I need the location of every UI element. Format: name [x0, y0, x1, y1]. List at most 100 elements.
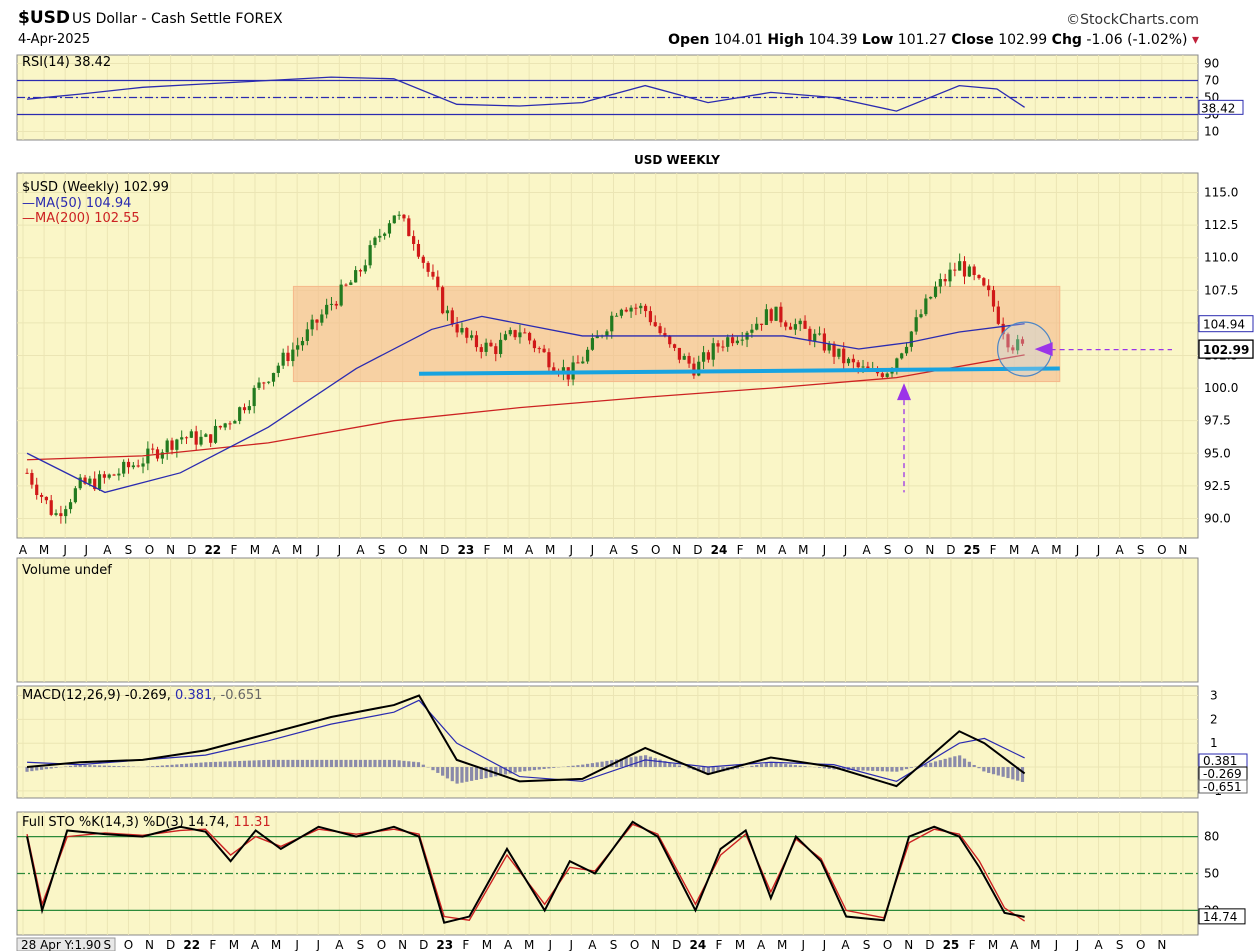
x-tick-label: A	[272, 543, 281, 557]
candle-body	[513, 330, 517, 338]
candle-body	[363, 265, 367, 272]
candle-body	[885, 373, 889, 377]
candle-body	[484, 342, 488, 352]
x-tick-label: J	[590, 543, 595, 557]
close-value: 102.99	[998, 32, 1048, 48]
candle-body	[349, 282, 353, 285]
x-tick-label: A	[1116, 543, 1125, 557]
x-tick-label: 25	[964, 543, 981, 557]
macd-histogram-bar	[122, 766, 126, 768]
x-tick-label: S	[884, 543, 892, 557]
macd-value-label: 0.381	[1203, 754, 1237, 768]
macd-histogram-bar	[658, 759, 662, 768]
candle-body	[962, 261, 967, 277]
candle-body	[407, 218, 411, 237]
candle-body	[25, 472, 29, 474]
macd-histogram-bar	[441, 767, 445, 776]
candle-body	[716, 343, 720, 347]
candle-body	[460, 328, 464, 333]
macd-histogram-bar	[484, 767, 488, 779]
macd-histogram-bar	[397, 760, 401, 768]
macd-histogram-bar	[151, 766, 155, 768]
candle-body	[793, 324, 797, 330]
candle-body	[146, 448, 150, 464]
x-tick-label: M	[503, 543, 513, 557]
bottom-x-tick-label: J	[547, 938, 552, 951]
candle-body	[228, 423, 232, 425]
macd-histogram-bar	[581, 764, 585, 768]
bottom-date-box	[16, 937, 116, 951]
candle-body	[112, 474, 116, 476]
macd-histogram-bar	[962, 758, 967, 768]
x-tick-label: M	[39, 543, 49, 557]
candle-body	[581, 361, 585, 364]
macd-histogram-bar	[648, 756, 653, 768]
macd-histogram-bar	[880, 767, 884, 772]
macd-histogram-bar	[325, 759, 329, 768]
macd-histogram-bar	[605, 760, 609, 768]
x-tick-label: S	[378, 543, 386, 557]
candle-body	[450, 310, 454, 325]
x-tick-label: S	[631, 543, 639, 557]
candle-body	[204, 434, 208, 437]
panel-vol	[16, 557, 1199, 683]
macd-histogram-bar	[209, 762, 213, 768]
macd-histogram-bar	[189, 763, 193, 768]
macd-histogram-bar	[291, 759, 295, 768]
candle-body	[465, 328, 469, 338]
macd-histogram-bar	[566, 766, 570, 768]
macd-histogram-bar	[271, 759, 276, 768]
macd-histogram-bar	[904, 767, 909, 770]
macd-histogram-bar	[460, 767, 464, 783]
candle-body	[44, 496, 48, 501]
price-tick-label: 97.5	[1204, 414, 1231, 428]
macd-histogram-bar	[68, 765, 73, 768]
candle-body	[88, 478, 92, 484]
rsi-tick-label: 70	[1204, 74, 1219, 88]
candle-body	[938, 279, 942, 287]
macd-histogram-bar	[102, 765, 106, 768]
candle-body	[247, 406, 251, 411]
candle-body	[764, 309, 768, 325]
price-tick-label: 107.5	[1204, 283, 1238, 297]
candle-body	[358, 270, 363, 272]
macd-histogram-bar	[286, 759, 290, 768]
macd-histogram-bar	[421, 764, 425, 768]
x-tick-label: M	[292, 543, 302, 557]
candle-body	[59, 513, 63, 517]
bottom-x-tick-label: F	[969, 938, 976, 951]
macd-histogram-bar	[788, 764, 793, 768]
bottom-x-tick-label: S	[1116, 938, 1124, 951]
macd-histogram-bar	[750, 765, 754, 768]
bottom-x-tick-label: A	[588, 938, 597, 951]
candle-body	[257, 382, 261, 388]
macd-histogram-bar	[97, 765, 102, 768]
macd-histogram-bar	[967, 761, 971, 768]
brand-logo[interactable]: ©StockCharts.com	[1066, 12, 1199, 28]
macd-histogram-bar	[856, 767, 860, 771]
macd-histogram-bar	[929, 762, 933, 768]
candle-body	[262, 382, 266, 384]
macd-histogram-bar	[300, 759, 305, 768]
macd-histogram-bar	[412, 761, 416, 768]
candle-body	[788, 326, 793, 330]
macd-histogram-bar	[803, 766, 807, 768]
x-tick-label: J	[843, 543, 848, 557]
candle-body	[933, 286, 938, 297]
macd-histogram-bar	[126, 766, 131, 768]
candle-body	[474, 335, 479, 348]
candle-body	[209, 434, 213, 443]
x-tick-label: J	[83, 543, 88, 557]
candle-body	[668, 335, 672, 345]
macd-histogram-bar	[305, 759, 309, 768]
candle-body	[784, 322, 788, 327]
candle-body	[310, 319, 314, 330]
candle-body	[286, 352, 290, 362]
bottom-x-tick-label: J	[822, 938, 827, 951]
bottom-x-tick-label: A	[757, 938, 766, 951]
macd-histogram-bar	[614, 759, 619, 768]
x-tick-label: N	[672, 543, 681, 557]
candle-body	[431, 271, 435, 277]
bottom-x-tick-label: M	[524, 938, 534, 951]
up-arrow-icon	[897, 383, 912, 401]
